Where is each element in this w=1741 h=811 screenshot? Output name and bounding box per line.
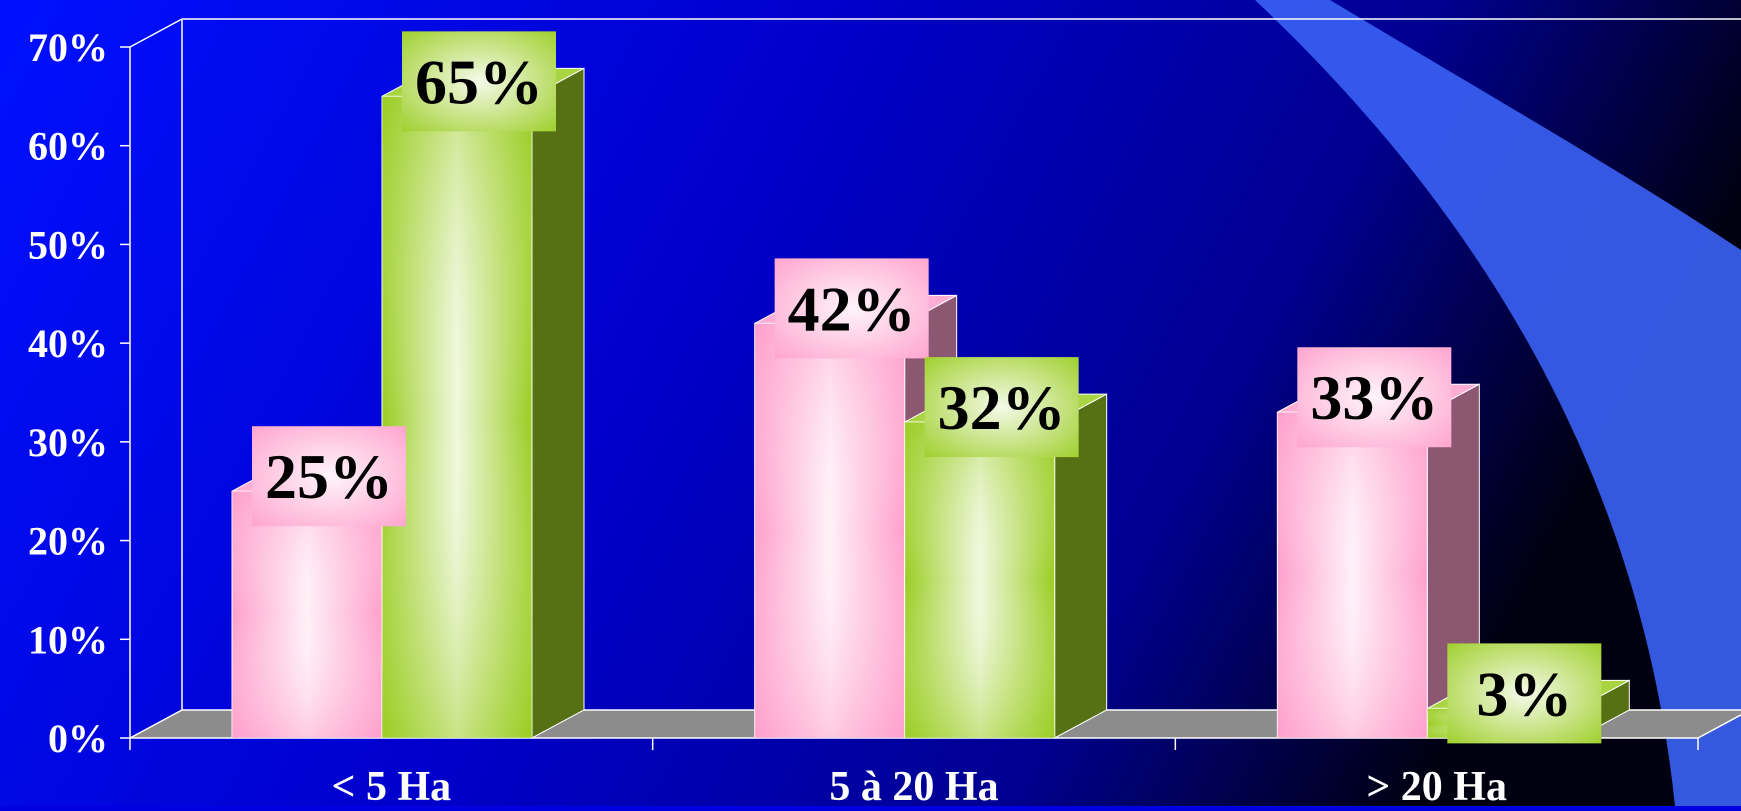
bar-front-shine: [1277, 412, 1428, 738]
data-label: 32%: [924, 357, 1079, 458]
data-label-text: 65%: [415, 46, 543, 117]
data-label: 42%: [774, 258, 929, 359]
bar-front-shine: [754, 323, 905, 738]
data-label-box: [402, 31, 556, 132]
data-label: 65%: [402, 31, 556, 132]
data-label: 25%: [252, 426, 406, 527]
y-tick-label: 30%: [28, 420, 108, 465]
data-label-text: 42%: [788, 273, 916, 344]
data-label-text: 33%: [1310, 362, 1438, 433]
x-tick-label: < 5 Ha: [332, 764, 452, 806]
data-label-box: [1447, 643, 1602, 744]
y-tick-label: 0%: [48, 716, 108, 761]
y-tick-label: 20%: [28, 519, 108, 564]
x-tick-label: > 20 Ha: [1366, 764, 1507, 806]
bar: [381, 67, 585, 739]
data-label-box: [252, 426, 406, 527]
data-label: 3%: [1447, 643, 1602, 744]
bar-front-shine: [232, 491, 382, 738]
bar: [904, 393, 1108, 739]
data-label-text: 25%: [265, 441, 393, 512]
y-tick-label: 60%: [28, 124, 108, 169]
y-tick-label: 10%: [28, 617, 108, 662]
data-labels: 25% 65% 42% 32% 33% 3%: [252, 31, 1602, 744]
data-label-text: 3%: [1476, 658, 1572, 729]
data-label-box: [1297, 347, 1452, 448]
y-tick-label: 70%: [28, 25, 108, 70]
bar-front-shine: [904, 422, 1055, 738]
bar-front-shine: [382, 96, 532, 739]
x-tick-label: 5 à 20 Ha: [829, 764, 998, 806]
y-tick-label: 50%: [28, 222, 108, 267]
bar-side: [531, 67, 585, 739]
data-label: 33%: [1297, 347, 1452, 448]
data-label-text: 32%: [938, 372, 1066, 443]
y-tick-label: 40%: [28, 321, 108, 366]
data-label-box: [924, 357, 1079, 458]
decorative-swoosh: [1255, 0, 1741, 806]
back-wall-corner: [129, 18, 183, 48]
data-label-box: [774, 258, 929, 359]
